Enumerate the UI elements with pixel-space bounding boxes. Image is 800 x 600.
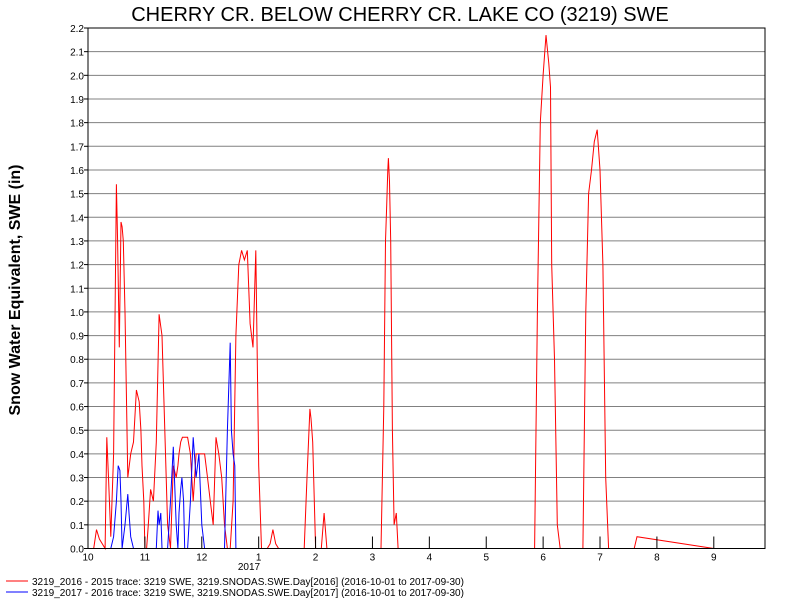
y-tick-label: 2.0 xyxy=(70,71,84,82)
y-tick-label: 0.1 xyxy=(70,521,84,532)
x-tick-label: 9 xyxy=(711,553,717,564)
chart-title: CHERRY CR. BELOW CHERRY CR. LAKE CO (321… xyxy=(131,4,669,26)
y-tick-label: 1.2 xyxy=(70,261,84,272)
y-tick-label: 1.3 xyxy=(70,237,84,248)
x-tick-label: 3 xyxy=(370,553,376,564)
y-tick-label: 0.3 xyxy=(70,474,84,485)
x-tick-label: 5 xyxy=(483,553,489,564)
y-tick-label: 0.4 xyxy=(70,450,84,461)
series-layer xyxy=(93,35,714,551)
legend-entry: 3219_2016 - 2015 trace: 3219 SWE, 3219.S… xyxy=(32,577,464,588)
y-tick-label: 2.1 xyxy=(70,48,84,59)
y-tick-label: 1.0 xyxy=(70,308,84,319)
legend-entry: 3219_2017 - 2016 trace: 3219 SWE, 3219.S… xyxy=(32,588,464,599)
series-line-2 xyxy=(110,342,714,549)
y-tick-label: 1.6 xyxy=(70,166,84,177)
y-tick-label: 0.8 xyxy=(70,355,84,366)
y-tick-label: 0.5 xyxy=(70,426,84,437)
x-axis-ticks: 10 11 12 1 2 3 4 5 6 7 8 9 xyxy=(82,536,717,564)
x-tick-label: 1 xyxy=(256,553,262,564)
x-tick-label: 2 xyxy=(313,553,319,564)
y-tick-label: 0.0 xyxy=(70,545,84,556)
y-tick-label: 1.7 xyxy=(70,142,84,153)
y-tick-label: 0.2 xyxy=(70,497,84,508)
y-tick-label: 1.8 xyxy=(70,119,84,130)
y-tick-label: 0.6 xyxy=(70,403,84,414)
x-tick-label: 7 xyxy=(597,553,603,564)
y-tick-label: 0.7 xyxy=(70,379,84,390)
series-line-1 xyxy=(93,35,714,551)
x-tick-label: 10 xyxy=(82,553,94,564)
x-tick-label: 8 xyxy=(654,553,660,564)
x-tick-label: 4 xyxy=(427,553,433,564)
y-tick-label: 0.9 xyxy=(70,332,84,343)
legend: 3219_2016 - 2015 trace: 3219 SWE, 3219.S… xyxy=(6,577,464,599)
y-tick-label: 1.9 xyxy=(70,95,84,106)
y-axis-ticks: 0.0 0.1 0.2 0.3 0.4 0.5 0.6 0.7 0.8 0.9 1.0 1.1 1.2 1… xyxy=(70,24,88,556)
y-tick-label: 1.1 xyxy=(70,284,84,295)
x-year-label: 2017 xyxy=(238,562,261,573)
y-tick-label: 1.5 xyxy=(70,190,84,201)
x-tick-label: 6 xyxy=(540,553,546,564)
y-axis-label: Snow Water Equivalent, SWE (in) xyxy=(7,165,24,416)
x-tick-label: 12 xyxy=(196,553,208,564)
x-tick-label: 11 xyxy=(140,553,151,564)
y-tick-label: 1.4 xyxy=(70,213,84,224)
y-tick-label: 2.2 xyxy=(70,24,84,35)
